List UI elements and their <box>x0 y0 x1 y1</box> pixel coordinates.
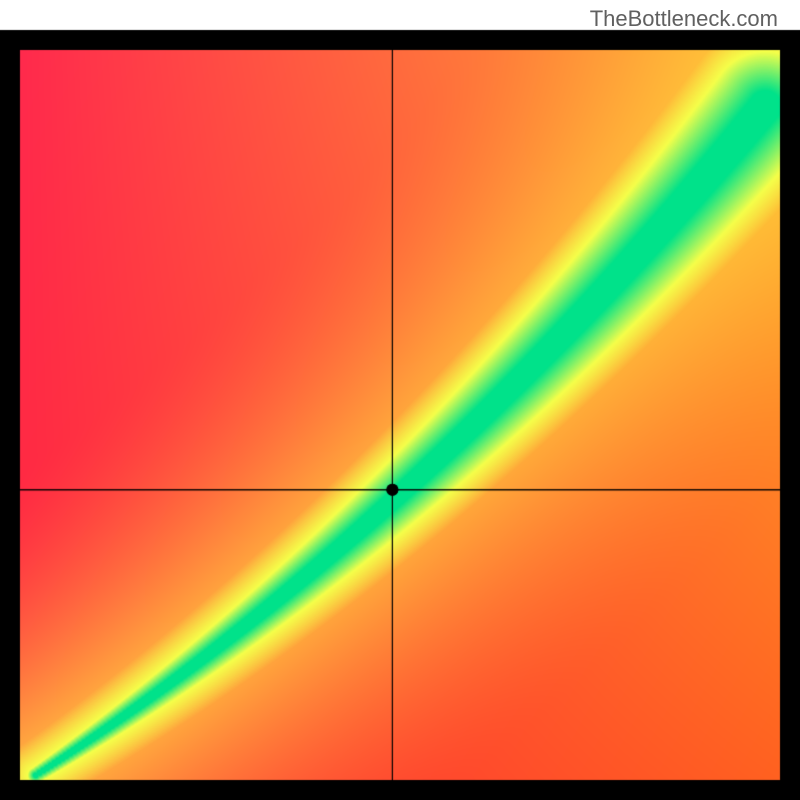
bottleneck-heatmap <box>0 0 800 800</box>
watermark-text: TheBottleneck.com <box>590 6 778 32</box>
